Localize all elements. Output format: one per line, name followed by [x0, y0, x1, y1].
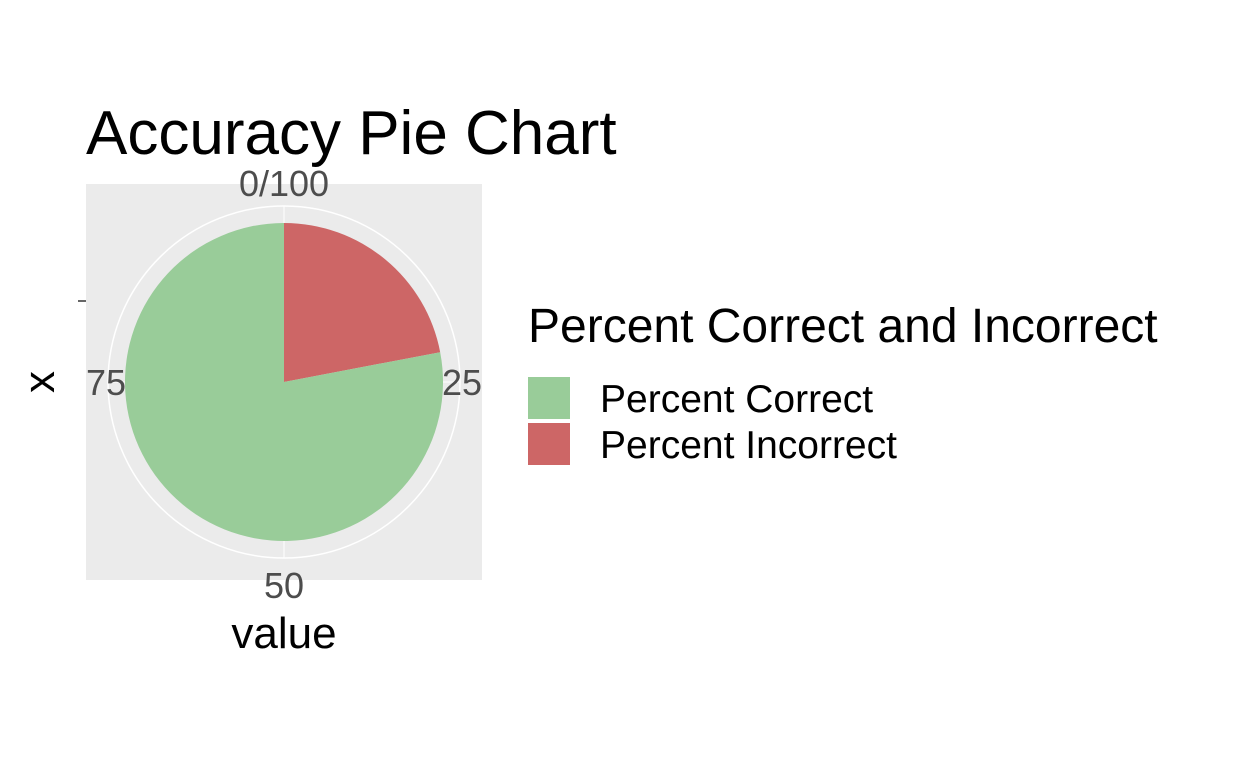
theta-tick-label: 0/100 [239, 163, 329, 204]
slices-layer [124, 223, 443, 541]
legend-key [528, 423, 570, 465]
pie-slice-0 [284, 223, 441, 382]
pie-slice-1 [124, 223, 443, 541]
x-axis-title: value [231, 609, 336, 658]
legend-key [528, 377, 570, 419]
legend-title: Percent Correct and Incorrect [528, 300, 1158, 353]
chart-title: Accuracy Pie Chart [86, 99, 617, 168]
theta-tick-label: 50 [264, 565, 304, 606]
legend-label: Percent Correct [600, 378, 873, 421]
theta-ticks: 0/100 25 50 75 [86, 163, 482, 606]
theta-tick-label: 25 [442, 362, 482, 403]
y-axis-title: x [15, 371, 64, 393]
legend-label: Percent Incorrect [600, 424, 897, 467]
theta-tick-label: 75 [86, 362, 126, 403]
